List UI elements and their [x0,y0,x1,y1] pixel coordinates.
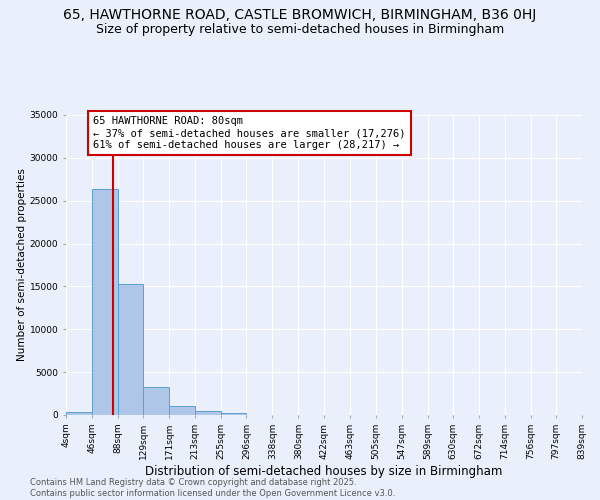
Text: Contains HM Land Registry data © Crown copyright and database right 2025.
Contai: Contains HM Land Registry data © Crown c… [30,478,395,498]
Bar [196,410,221,415]
Text: 65, HAWTHORNE ROAD, CASTLE BROMWICH, BIRMINGHAM, B36 0HJ: 65, HAWTHORNE ROAD, CASTLE BROMWICH, BIR… [64,8,536,22]
Bar [143,386,169,415]
Bar [118,284,143,415]
Y-axis label: Number of semi-detached properties: Number of semi-detached properties [17,168,27,362]
Bar [92,188,118,415]
Bar [66,412,92,415]
X-axis label: Distribution of semi-detached houses by size in Birmingham: Distribution of semi-detached houses by … [145,464,503,477]
Text: 65 HAWTHORNE ROAD: 80sqm
← 37% of semi-detached houses are smaller (17,276)
61% : 65 HAWTHORNE ROAD: 80sqm ← 37% of semi-d… [93,116,406,150]
Text: Size of property relative to semi-detached houses in Birmingham: Size of property relative to semi-detach… [96,22,504,36]
Bar [169,406,195,415]
Bar [221,414,246,415]
